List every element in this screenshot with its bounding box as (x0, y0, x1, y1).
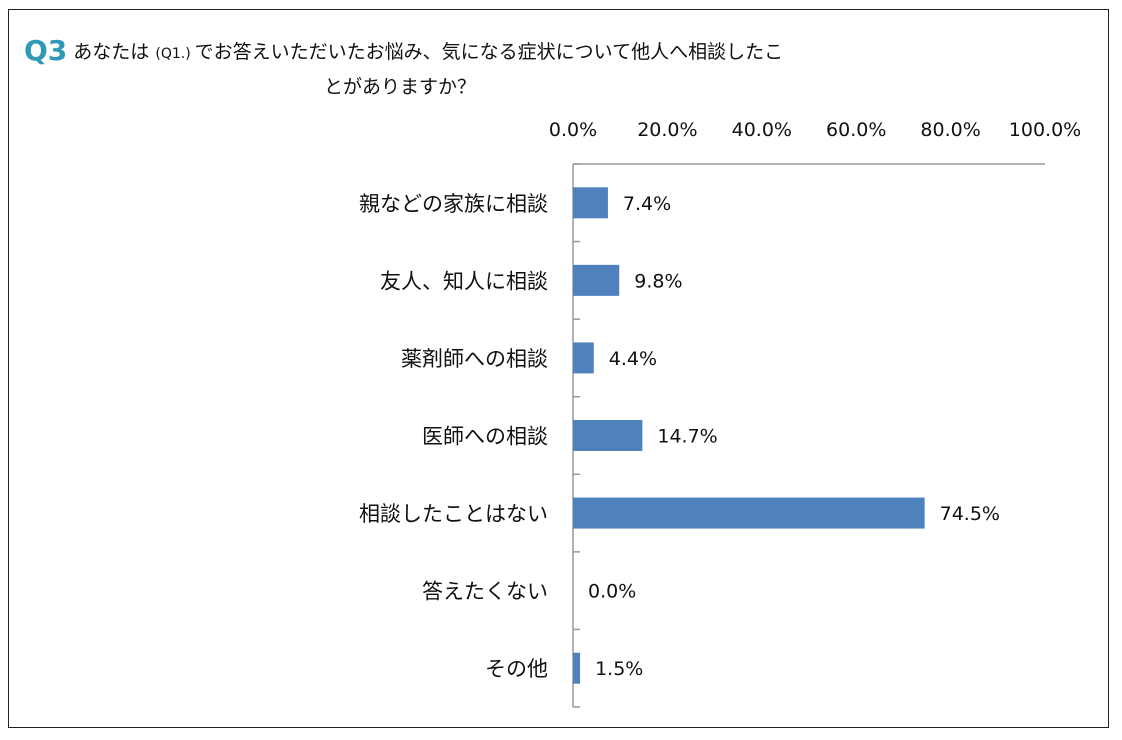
bar (573, 497, 925, 529)
x-tick-label: 40.0% (732, 119, 792, 141)
x-tick-label: 0.0% (549, 119, 597, 141)
category-label: その他 (485, 657, 548, 681)
category-label: 薬剤師への相談 (401, 347, 548, 371)
data-label: 0.0% (588, 581, 636, 603)
question-number: Q3 (24, 34, 68, 67)
category-label: 医師への相談 (422, 425, 548, 449)
question-text-part2: でお答えいただいたお悩み、気になる症状について他人へ相談したこ (194, 41, 784, 63)
x-tick-label: 100.0% (1009, 119, 1081, 141)
category-label: 答えたくない (422, 580, 548, 604)
chart-frame (8, 9, 1109, 728)
data-label: 74.5% (940, 503, 1000, 525)
x-tick-label: 20.0% (637, 119, 697, 141)
x-tick-label: 60.0% (826, 119, 886, 141)
data-label: 4.4% (609, 348, 657, 370)
category-label: 相談したことはない (359, 502, 548, 526)
bar (573, 187, 608, 219)
data-label: 1.5% (595, 658, 643, 680)
data-label: 14.7% (657, 426, 717, 448)
bar (573, 420, 643, 451)
category-label: 親などの家族に相談 (359, 192, 548, 216)
bar (573, 264, 620, 296)
x-tick-label: 80.0% (920, 119, 980, 141)
data-label: 9.8% (634, 270, 682, 292)
bar (573, 652, 581, 684)
question-text-line2: とがありますか？ (324, 76, 477, 98)
question-text-part1: あなたは (73, 41, 150, 63)
question-title: Q3 あなたは (Q1.) でお答えいただいたお悩み、気になる症状について他人へ相談… (24, 34, 924, 104)
category-label: 友人、知人に相談 (380, 269, 548, 293)
bar (573, 342, 594, 374)
question-reference: (Q1.) (155, 46, 191, 62)
data-label: 7.4% (623, 193, 671, 215)
